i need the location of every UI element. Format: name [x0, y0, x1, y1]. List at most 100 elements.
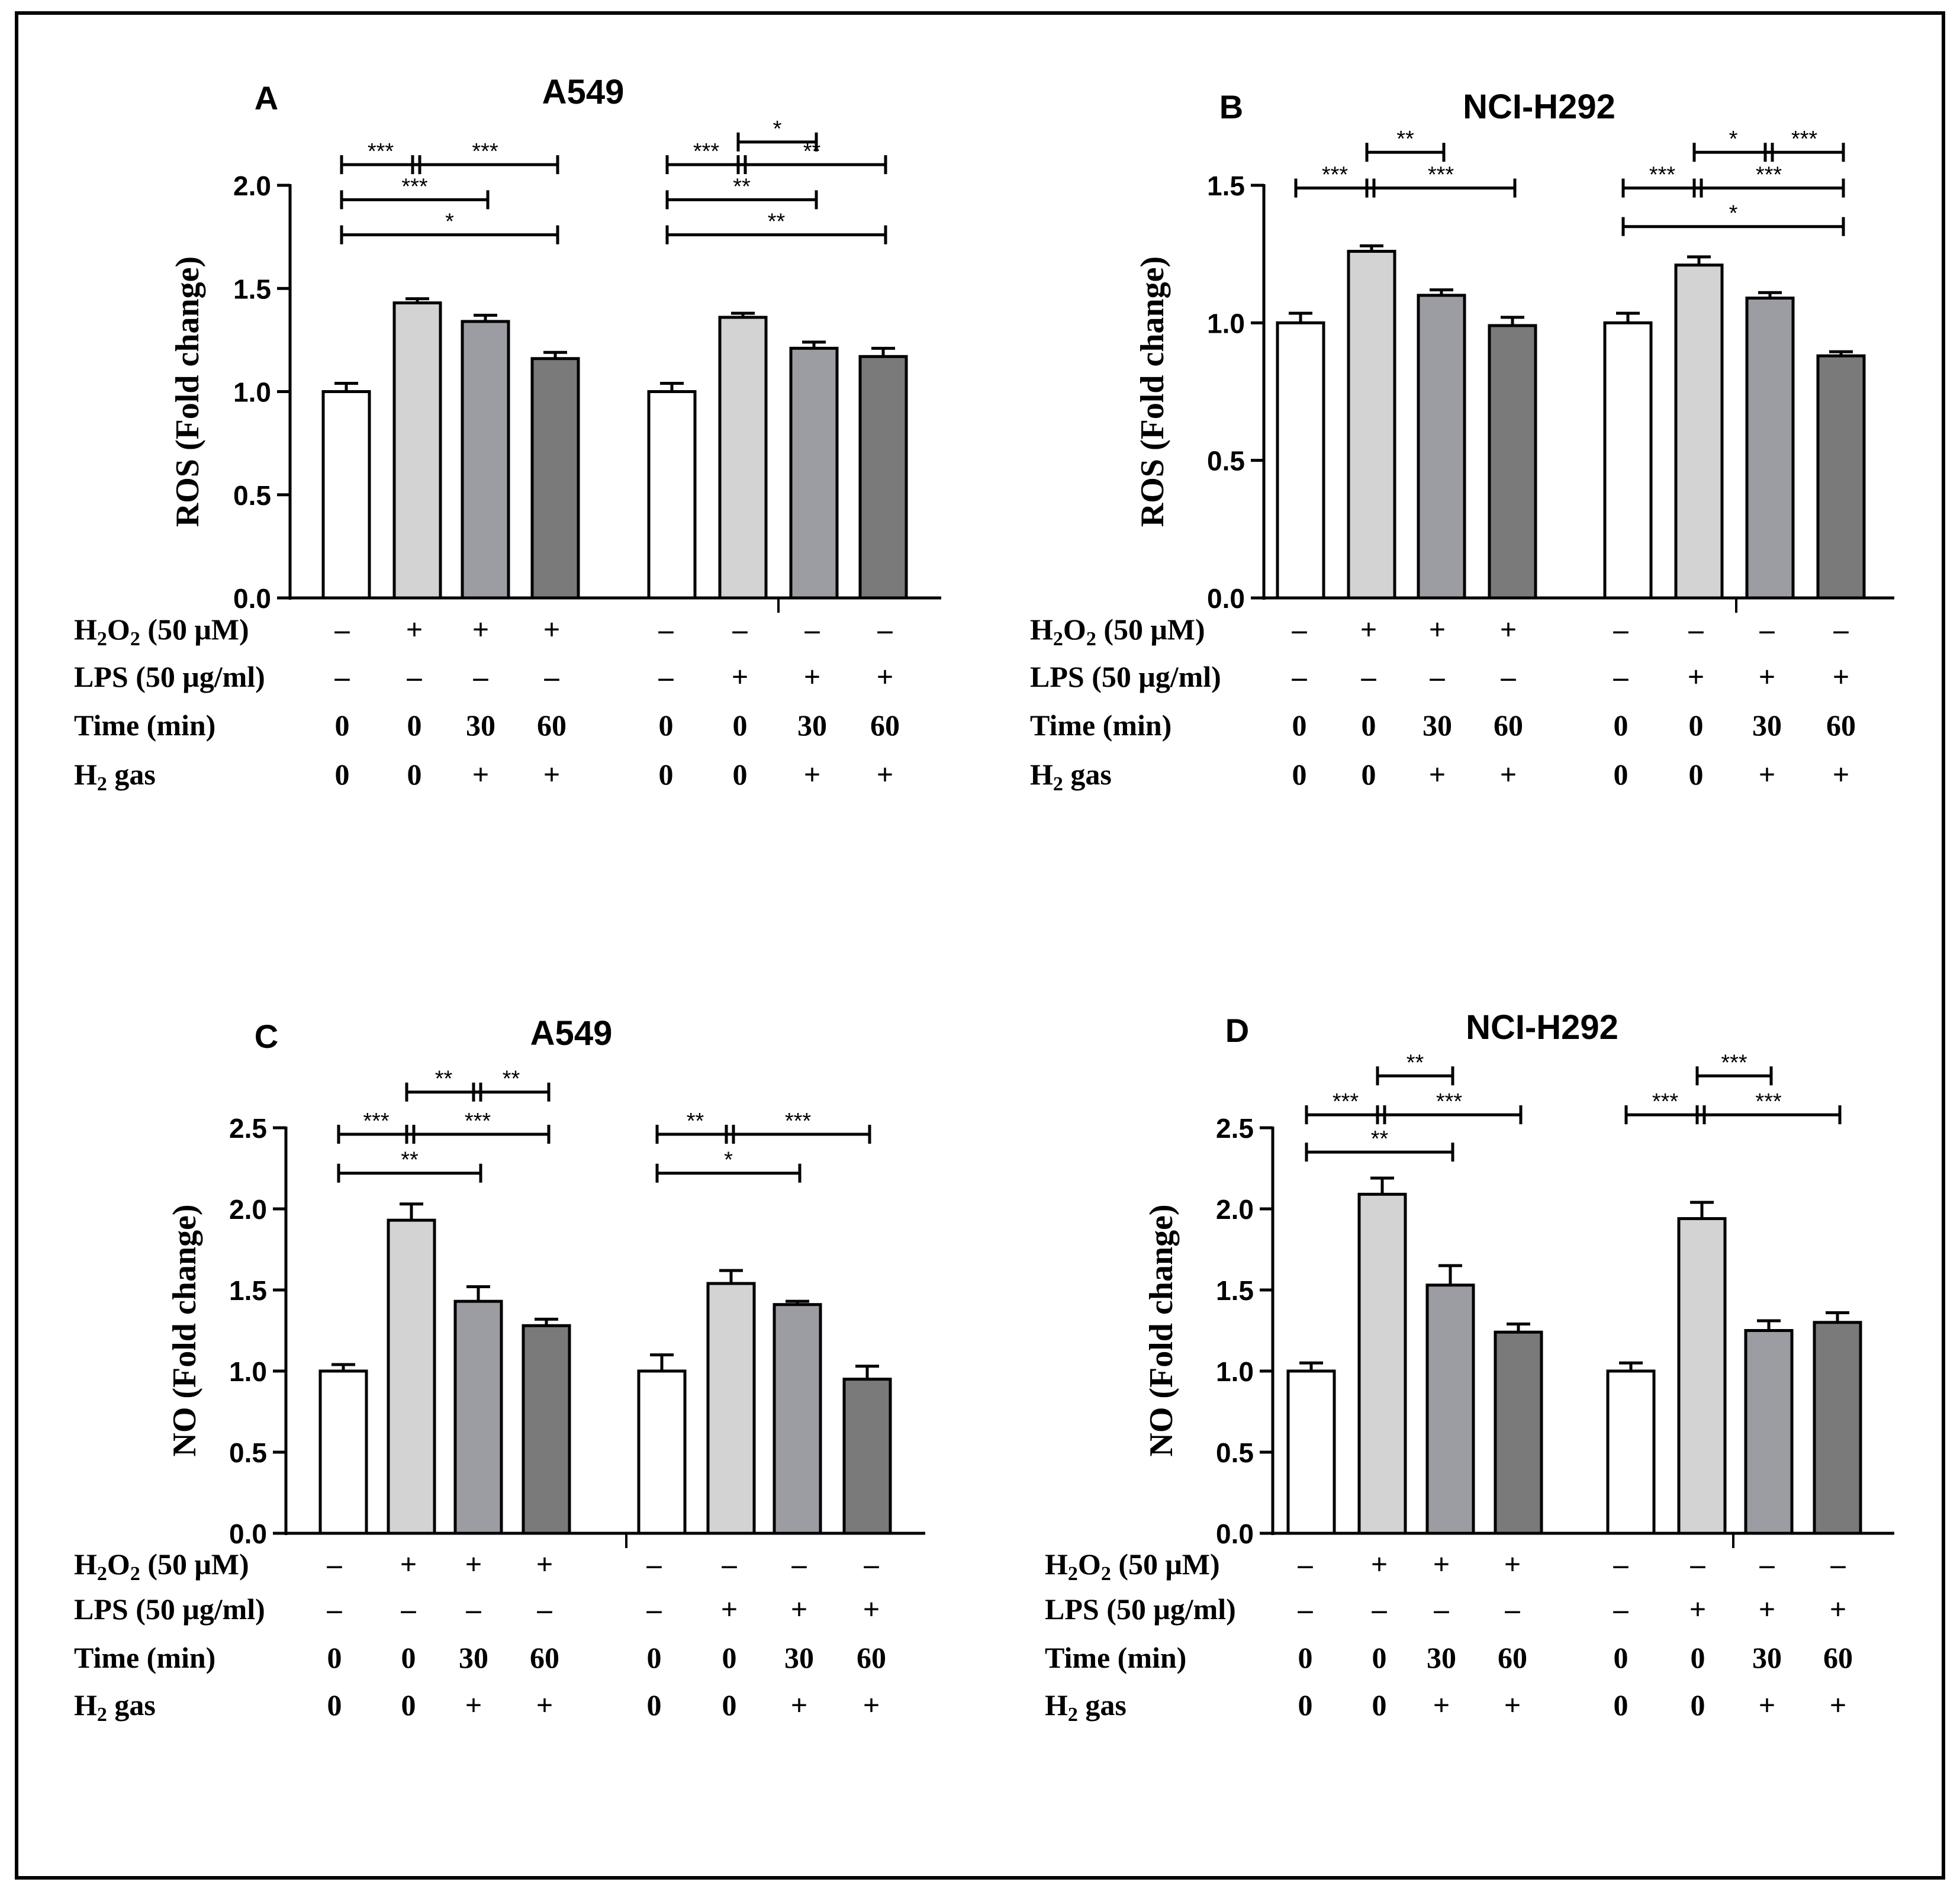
- significance-label: ***: [1436, 1089, 1463, 1114]
- bar: [647, 390, 697, 600]
- row-label-h2o2-part: O: [1078, 1547, 1101, 1581]
- row-label-h2-part: 2: [1053, 773, 1063, 795]
- condition-value-h2o2: –: [1613, 613, 1629, 646]
- bar: [1816, 354, 1866, 600]
- condition-value-lps: –: [658, 660, 674, 693]
- row-label-lps: LPS (50 μg/ml): [74, 660, 265, 693]
- condition-value-time: 0: [327, 1641, 342, 1674]
- condition-value-h2o2: –: [334, 613, 350, 646]
- y-axis-label: ROS (Fold change): [169, 256, 206, 527]
- condition-value-lps: –: [1292, 660, 1308, 693]
- condition-value-time: 0: [1362, 709, 1376, 742]
- row-label-time: Time (min): [74, 709, 215, 742]
- chart-title: NCI-H292: [1463, 88, 1615, 126]
- bar: [1603, 321, 1653, 600]
- condition-value-h2: 0: [401, 1688, 416, 1722]
- row-label-h2-part: gas: [107, 758, 156, 791]
- condition-value-h2o2: –: [1690, 1547, 1706, 1581]
- row-label-h2o2: H2O2 (50 μM): [74, 613, 249, 650]
- condition-value-h2o2: –: [722, 1547, 738, 1581]
- row-label-h2-part: H: [1030, 758, 1053, 791]
- panel-letter: A: [255, 79, 278, 117]
- bar: [1674, 263, 1724, 600]
- condition-value-time: 0: [1372, 1641, 1387, 1674]
- bar: [773, 1303, 822, 1535]
- condition-value-time: 60: [1494, 709, 1523, 742]
- condition-value-lps: –: [1361, 660, 1377, 693]
- significance-label: ***: [1791, 127, 1818, 152]
- condition-value-time: 30: [1422, 709, 1452, 742]
- condition-value-time: 0: [722, 1641, 737, 1674]
- bar: [530, 357, 580, 600]
- condition-value-h2o2: –: [877, 613, 893, 646]
- row-label-time: Time (min): [74, 1641, 215, 1674]
- condition-value-h2o2: –: [1292, 613, 1308, 646]
- row-label-h2-part: 2: [97, 1704, 107, 1726]
- bar: [1276, 321, 1325, 600]
- row-label-h2o2-part: O: [107, 613, 130, 646]
- y-axis-label: ROS (Fold change): [1134, 256, 1171, 527]
- significance-label: ***: [1428, 163, 1454, 188]
- bar: [1488, 324, 1537, 600]
- bar: [318, 1369, 368, 1535]
- significance-label: ***: [1333, 1089, 1359, 1114]
- row-label-h2o2-part: (50 μM): [1111, 1547, 1220, 1581]
- condition-value-time: 0: [659, 709, 674, 742]
- condition-value-lps: –: [1613, 660, 1629, 693]
- condition-value-h2: 0: [733, 758, 748, 791]
- row-label-lps: LPS (50 μg/ml): [1045, 1592, 1236, 1626]
- condition-value-lps: +: [863, 1592, 880, 1626]
- condition-value-h2: +: [1759, 758, 1776, 791]
- condition-value-h2: 0: [647, 1688, 662, 1722]
- condition-value-h2: +: [1500, 758, 1517, 791]
- y-tick-label: 0.0: [233, 583, 271, 614]
- row-label-h2o2-part: 2: [130, 1563, 140, 1585]
- significance-label: **: [503, 1067, 520, 1092]
- significance-label: **: [401, 1148, 419, 1173]
- significance-label: *: [773, 117, 782, 141]
- condition-value-h2o2: –: [646, 1547, 662, 1581]
- condition-value-h2o2: –: [1833, 613, 1849, 646]
- y-tick-label: 1.5: [1207, 170, 1245, 201]
- condition-value-time: 60: [537, 709, 567, 742]
- y-tick-label: 0.5: [1207, 446, 1245, 477]
- significance-label: ***: [363, 1109, 390, 1134]
- significance-label: *: [445, 210, 454, 234]
- significance-label: ***: [401, 174, 428, 199]
- condition-value-time: 0: [335, 709, 350, 742]
- condition-value-time: 30: [784, 1641, 814, 1674]
- row-label-time: Time (min): [1045, 1641, 1186, 1674]
- y-tick-label: 1.5: [1216, 1275, 1254, 1306]
- condition-value-lps: +: [877, 660, 894, 693]
- condition-value-h2: 0: [1372, 1688, 1387, 1722]
- condition-value-h2: +: [543, 758, 561, 791]
- bar: [1286, 1369, 1336, 1535]
- condition-value-time: 30: [797, 709, 827, 742]
- row-label-h2-part: gas: [1078, 1688, 1127, 1722]
- condition-value-h2o2: +: [536, 1547, 553, 1581]
- row-label-h2-part: gas: [1063, 758, 1112, 791]
- condition-value-time: 0: [401, 1641, 416, 1674]
- bar: [1417, 294, 1466, 600]
- condition-value-time: 0: [1614, 1641, 1628, 1674]
- condition-value-h2: 0: [1614, 1688, 1628, 1722]
- y-tick-label: 2.0: [1216, 1194, 1254, 1225]
- y-tick-label: 0.0: [229, 1518, 267, 1549]
- condition-value-h2: +: [1504, 1688, 1521, 1722]
- row-label-h2-part: H: [1045, 1688, 1068, 1722]
- condition-value-h2: 0: [1292, 758, 1307, 791]
- row-label-h2-part: H: [74, 1688, 97, 1722]
- y-tick-label: 2.0: [229, 1194, 267, 1225]
- figure-frame: [15, 11, 1945, 1880]
- row-label-h2-gas: H2 gas: [1045, 1688, 1127, 1726]
- condition-value-h2: +: [804, 758, 821, 791]
- chart-title: NCI-H292: [1466, 1008, 1618, 1047]
- significance-label: ***: [1322, 163, 1348, 188]
- condition-value-h2o2: +: [406, 613, 423, 646]
- condition-value-time: 60: [530, 1641, 559, 1674]
- y-tick-label: 0.0: [1207, 583, 1245, 614]
- condition-value-h2: 0: [1362, 758, 1376, 791]
- panel-letter: C: [255, 1018, 278, 1055]
- condition-value-lps: –: [1434, 1592, 1450, 1626]
